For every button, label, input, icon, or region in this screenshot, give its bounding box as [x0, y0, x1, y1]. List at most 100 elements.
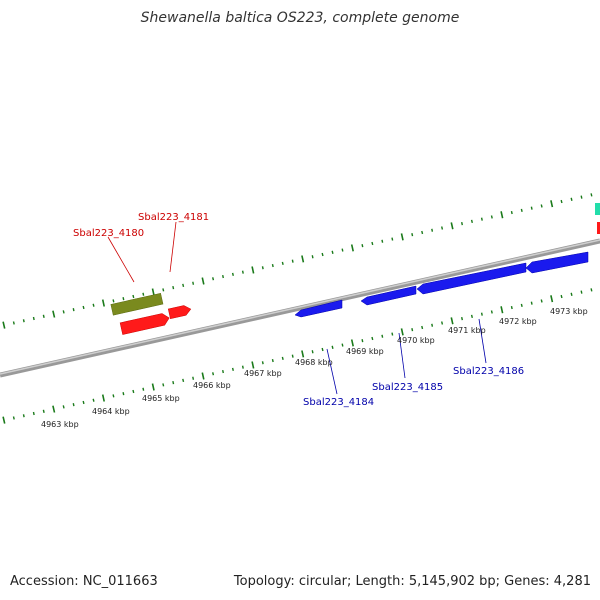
- minor-tick: [431, 323, 434, 327]
- rna-feature-1[interactable]: [119, 312, 170, 335]
- minor-tick: [341, 343, 344, 347]
- genome-summary-text: Topology: circular; Length: 5,145,902 bp…: [233, 574, 591, 589]
- major-tick: [151, 383, 155, 391]
- scale-labels: 4963 kbp 4964 kbp 4965 kbp 4966 kbp 4967…: [41, 307, 588, 429]
- minor-tick: [212, 372, 215, 376]
- forward-gene-labels: Sbal223_4180 Sbal223_4181: [73, 212, 209, 283]
- page-title: Shewanella baltica OS223, complete genom…: [140, 10, 460, 26]
- gene-label-Sbal223_4186[interactable]: Sbal223_4186: [453, 366, 524, 377]
- reverse-gene-labels: Sbal223_4184 Sbal223_4185 Sbal223_4186: [303, 318, 524, 408]
- major-tick: [550, 295, 554, 303]
- minor-tick: [231, 367, 234, 371]
- minor-tick: [192, 376, 195, 380]
- minor-tick: [261, 361, 264, 365]
- gene-label-Sbal223_4180[interactable]: Sbal223_4180: [73, 228, 144, 239]
- minor-tick: [142, 292, 145, 296]
- minor-tick: [411, 233, 414, 237]
- minor-tick: [510, 210, 513, 215]
- minor-tick: [222, 369, 224, 374]
- minor-tick: [331, 250, 334, 254]
- minor-tick: [560, 199, 563, 204]
- major-tick: [301, 350, 305, 358]
- minor-tick: [441, 226, 444, 230]
- minor-tick: [122, 392, 125, 396]
- minor-tick: [42, 409, 45, 413]
- upper-tick-track: [2, 193, 593, 329]
- minor-tick: [291, 259, 294, 263]
- minor-tick: [480, 312, 483, 316]
- minor-tick: [172, 380, 175, 385]
- minor-tick: [371, 336, 374, 341]
- genome-backbone: [0, 238, 600, 378]
- scale-label: 4963 kbp: [41, 420, 79, 429]
- minor-tick: [92, 303, 95, 307]
- minor-tick: [321, 252, 324, 257]
- minor-tick: [470, 314, 473, 319]
- minor-tick: [32, 411, 35, 416]
- scale-label: 4972 kbp: [499, 317, 537, 326]
- gene-Sbal223_4186-feature[interactable]: [416, 262, 527, 295]
- minor-tick: [142, 387, 145, 391]
- minor-tick: [72, 403, 75, 407]
- minor-tick: [112, 299, 115, 303]
- minor-tick: [431, 228, 434, 232]
- reverse-gene-edge[interactable]: [525, 251, 589, 274]
- gene-label-Sbal223_4184[interactable]: Sbal223_4184: [303, 397, 374, 408]
- minor-tick: [261, 266, 264, 270]
- minor-tick: [490, 310, 493, 314]
- minor-tick: [62, 405, 65, 409]
- major-tick: [251, 361, 255, 369]
- minor-tick: [132, 294, 135, 299]
- major-tick: [101, 299, 105, 307]
- minor-tick: [461, 316, 463, 321]
- minor-tick: [331, 345, 334, 349]
- minor-tick: [520, 208, 523, 212]
- minor-tick: [391, 237, 394, 241]
- scale-label: 4969 kbp: [346, 347, 384, 356]
- scale-label: 4973 kbp: [550, 307, 588, 316]
- minor-tick: [530, 206, 533, 210]
- scale-label: 4970 kbp: [397, 336, 435, 345]
- forward-features: [110, 292, 192, 335]
- minor-tick: [461, 221, 463, 226]
- minor-tick: [381, 334, 384, 338]
- minor-tick: [82, 305, 85, 310]
- minor-tick: [281, 356, 284, 360]
- minor-tick: [82, 400, 85, 405]
- minor-tick: [231, 272, 234, 276]
- minor-tick: [391, 332, 394, 336]
- scale-label: 4971 kbp: [448, 326, 486, 335]
- gene-label-Sbal223_4181[interactable]: Sbal223_4181: [138, 212, 209, 223]
- major-tick: [550, 200, 554, 208]
- minor-tick: [321, 347, 324, 352]
- rna-feature-2[interactable]: [167, 304, 192, 320]
- minor-tick: [182, 378, 185, 383]
- minor-tick: [530, 301, 533, 305]
- minor-tick: [182, 283, 185, 288]
- minor-tick: [540, 204, 543, 208]
- minor-tick: [590, 193, 593, 197]
- major-tick: [500, 211, 504, 219]
- scale-label: 4964 kbp: [92, 407, 130, 416]
- minor-tick: [480, 217, 483, 221]
- minor-tick: [12, 321, 15, 325]
- major-tick: [201, 372, 205, 380]
- accession-text: Accession: NC_011663: [10, 574, 158, 589]
- edge-feature-red: [597, 222, 600, 234]
- edge-feature-teal: [595, 203, 600, 215]
- minor-tick: [341, 248, 344, 252]
- minor-tick: [580, 195, 583, 199]
- gene-label-Sbal223_4185[interactable]: Sbal223_4185: [372, 382, 443, 393]
- label-line-4184: [326, 348, 338, 395]
- gene-Sbal223_4180-feature[interactable]: [110, 292, 164, 316]
- gene-Sbal223_4184-feature[interactable]: [294, 299, 343, 318]
- major-tick: [400, 328, 404, 336]
- lower-tick-track: [2, 288, 593, 424]
- minor-tick: [122, 297, 125, 301]
- major-tick: [500, 306, 504, 314]
- gene-Sbal223_4185-feature[interactable]: [360, 285, 417, 306]
- minor-tick: [291, 354, 294, 358]
- minor-tick: [381, 239, 384, 243]
- major-tick: [350, 339, 354, 347]
